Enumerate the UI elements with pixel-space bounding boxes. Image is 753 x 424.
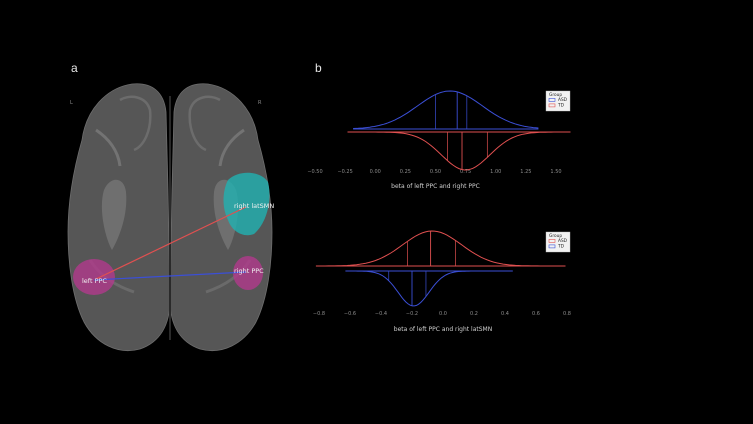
tick-label: 0.4 [501, 311, 509, 317]
tick-label: 1.50 [550, 169, 561, 175]
legend-swatch [548, 244, 556, 249]
left-frontal-gyrus [119, 95, 152, 152]
tick-label: −0.8 [313, 311, 325, 317]
legend-box [545, 90, 571, 112]
legend-entry: ASD [558, 238, 568, 244]
left-side-marker: L [70, 100, 73, 106]
tick-label: 0.6 [532, 311, 540, 317]
panel-a-label: a [71, 61, 78, 75]
tick-label: 1.25 [520, 169, 531, 175]
violin-asd [353, 90, 539, 130]
x-axis-label: beta of left PPC and right latSMN [394, 326, 492, 333]
right-ppc-label: right PPC [234, 267, 264, 275]
x-axis-label: beta of left PPC and right PPC [391, 183, 480, 190]
legend-entry: TD [557, 244, 565, 250]
tick-label: 0.50 [430, 169, 441, 175]
legend-box [545, 231, 571, 253]
tick-label: −0.25 [337, 169, 352, 175]
right-frontal-gyrus [188, 95, 221, 152]
tick-label: 0.25 [400, 169, 411, 175]
legend-swatch [548, 98, 556, 102]
tick-label: −0.2 [406, 311, 418, 317]
connection-left-ppc-right-ppc [93, 271, 247, 281]
legend-title: Group [549, 92, 562, 98]
tick-label: −0.4 [375, 311, 387, 317]
panel-b-label: b [315, 61, 322, 75]
right-latsmn-roi [223, 172, 270, 236]
tick-label: 0.00 [370, 169, 381, 175]
tick-label: −0.50 [307, 169, 322, 175]
left-ventricle [101, 179, 127, 250]
right-side-marker: R [258, 100, 262, 106]
legend-entry: ASD [558, 97, 568, 103]
violin-chart-ppc-latsmn: −0.8 −0.6 −0.4 −0.2 0.0 0.2 0.4 0.6 0.8 beta of l… [313, 230, 571, 333]
violin-chart-ppc-ppc: −0.50 −0.25 0.00 0.25 0.50 0.75 1.00 1.25 1.50 be… [307, 90, 571, 190]
tick-label: 0.2 [470, 311, 478, 317]
tick-label: −0.6 [344, 311, 356, 317]
legend-entry: TD [557, 103, 565, 109]
right-ppc-roi [233, 256, 263, 290]
tick-label: 0.75 [460, 169, 471, 175]
left-ppc-label: left PPC [82, 277, 107, 285]
violin-td [345, 270, 513, 307]
left-sulcus-1 [95, 128, 122, 167]
left-ppc-roi [73, 259, 115, 295]
legend-title: Group [549, 233, 562, 239]
tick-label: 0.8 [563, 311, 571, 317]
right-sulcus-1 [218, 128, 245, 167]
violin-td [347, 131, 571, 171]
right-latsmn-label: right latSMN [234, 202, 274, 210]
tick-label: 0.0 [439, 311, 447, 317]
legend-swatch [548, 103, 556, 108]
legend-swatch [548, 239, 556, 243]
violin-asd [315, 230, 566, 267]
connection-left-ppc-right-latsmn [93, 206, 247, 281]
tick-label: 1.00 [490, 169, 501, 175]
